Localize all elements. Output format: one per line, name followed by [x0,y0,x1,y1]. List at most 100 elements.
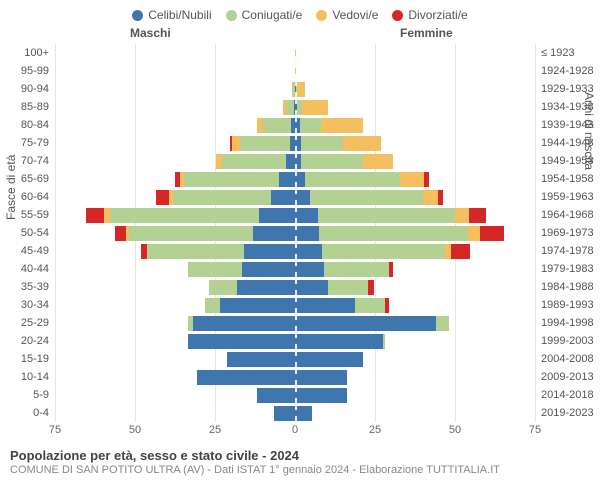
bar-area [55,260,535,278]
segment-m [110,208,259,223]
segment-d [451,244,470,259]
segment-m [310,190,423,205]
age-row: 10-142009-2013 [0,368,600,386]
age-row: 85-891934-1938 [0,98,600,116]
bar-right [295,406,359,421]
birth-label: 1944-1948 [535,137,600,149]
chart-rows: 100+≤ 192395-991924-192890-941929-193385… [0,44,600,422]
segment-m [209,280,238,295]
age-label: 0-4 [0,407,55,419]
chart-title: Popolazione per età, sesso e stato civil… [10,448,590,463]
x-axis: 7550250255075 [0,424,600,440]
age-row: 55-591964-1968 [0,206,600,224]
age-label: 80-84 [0,119,55,131]
bar-left [199,118,295,133]
segment-m [129,226,254,241]
segment-d [480,226,504,241]
chart-footer: Popolazione per età, sesso e stato civil… [0,440,600,476]
bar-right [295,388,407,403]
bar-left [125,172,295,187]
bar-right [295,244,500,259]
bar-area [55,134,535,152]
legend: Celibi/NubiliConiugati/eVedovi/eDivorzia… [0,0,600,26]
segment-s [295,406,312,421]
birth-label: 1984-1988 [535,281,600,293]
bar-right [295,118,423,133]
age-label: 100+ [0,47,55,59]
bar-area [55,350,535,368]
segment-s [295,334,383,349]
segment-s [295,388,347,403]
age-label: 30-34 [0,299,55,311]
segment-s [286,154,295,169]
bar-left [87,226,295,241]
segment-s [271,190,295,205]
bar-right [295,262,449,277]
segment-w [232,136,240,151]
header-female: Femmine [400,26,453,40]
bar-area [55,188,535,206]
bar-left [151,280,295,295]
segment-m [328,280,368,295]
bar-left [135,262,295,277]
segment-m [305,172,401,187]
bar-left [135,316,295,331]
age-label: 65-69 [0,173,55,185]
birth-label: 1979-1983 [535,263,600,275]
header-male: Maschi [130,26,171,40]
segment-s [253,226,295,241]
segment-s [244,244,295,259]
segment-s [197,370,295,385]
bar-left [103,244,295,259]
bar-left [141,370,295,385]
segment-m [318,208,455,223]
segment-m [322,244,445,259]
bar-area [55,62,535,80]
bar-right [295,154,449,169]
age-label: 50-54 [0,227,55,239]
bar-area [55,332,535,350]
x-tick: 50 [449,424,461,436]
bar-right [295,82,343,97]
segment-m [319,226,468,241]
age-row: 50-541969-1973 [0,224,600,242]
legend-swatch [132,10,143,21]
age-label: 90-94 [0,83,55,95]
segment-s [193,316,295,331]
bar-area [55,368,535,386]
segment-s [257,388,295,403]
age-row: 35-391984-1988 [0,278,600,296]
x-tick: 0 [292,424,298,436]
x-tick: 50 [129,424,141,436]
column-headers: Maschi Femmine [0,26,600,42]
age-label: 75-79 [0,137,55,149]
birth-label: 1949-1953 [535,155,600,167]
age-row: 45-491974-1978 [0,242,600,260]
segment-s [227,352,295,367]
age-row: 75-79 1944-1948 [0,134,600,152]
segment-d [389,262,393,277]
segment-m [324,262,390,277]
bar-right [295,298,445,313]
birth-label: 2019-2023 [535,407,600,419]
segment-w [297,82,305,97]
bar-area [55,242,535,260]
segment-w [343,136,381,151]
segment-w [400,172,424,187]
age-row: 0-4 2019-2023 [0,404,600,422]
segment-s [295,244,322,259]
age-row: 70-741949-1953 [0,152,600,170]
age-row: 65-691954-1958 [0,170,600,188]
bar-right [295,334,442,349]
bar-right [295,100,385,115]
bar-area [55,170,535,188]
segment-s [295,262,324,277]
segment-m [173,190,270,205]
segment-m [222,154,286,169]
x-tick: 75 [49,424,61,436]
bar-area [55,152,535,170]
age-row: 20-241999-2003 [0,332,600,350]
bar-right [295,370,407,385]
age-row: 95-991924-1928 [0,62,600,80]
segment-d [86,208,104,223]
